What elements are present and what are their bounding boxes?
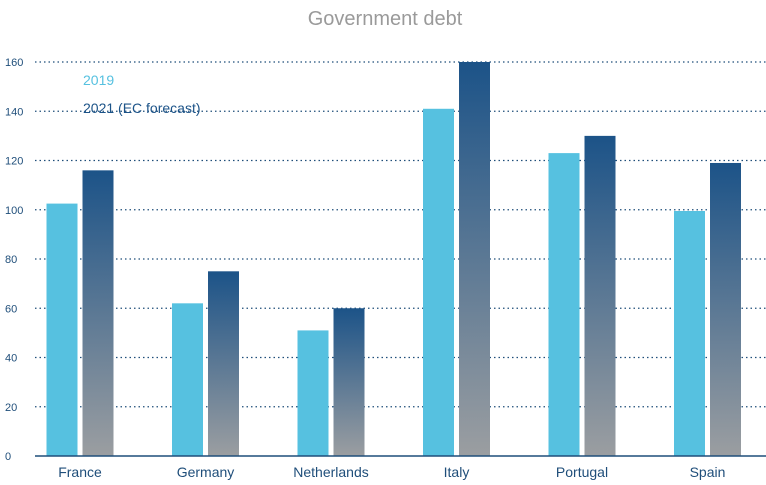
chart-title: Government debt [308, 8, 463, 30]
x-axis-labels: France Germany Netherlands Italy Portugal Spa… [58, 464, 725, 480]
bar-2021-germany [208, 271, 239, 456]
bars [46, 62, 741, 457]
grid-lines [35, 61, 766, 408]
bar-2021-netherlands [333, 308, 365, 456]
bar-2021-portugal [584, 135, 616, 456]
x-tick-label: Germany [177, 464, 235, 480]
y-tick-label: 20 [5, 402, 17, 414]
bar-2019-netherlands [297, 330, 329, 456]
y-tick-label: 60 [5, 303, 17, 315]
bar-2021-france [82, 170, 114, 456]
y-tick-label: 40 [5, 353, 17, 365]
x-tick-label: Spain [690, 464, 726, 480]
bar-2021-italy [459, 62, 490, 456]
x-tick-label: France [58, 464, 102, 480]
y-tick-label: 80 [5, 254, 17, 266]
y-axis-ticks: 0 20 40 60 80 100 120 140 160 [5, 57, 23, 463]
x-tick-label: Netherlands [293, 464, 369, 480]
y-tick-label: 100 [5, 205, 23, 217]
y-tick-label: 120 [5, 156, 23, 168]
legend: 2019 2021 (EC forecast) [83, 72, 201, 116]
x-tick-label: Italy [444, 464, 470, 480]
bar-2021-spain [710, 162, 741, 456]
bar-2019-portugal [548, 153, 580, 457]
y-tick-label: 0 [5, 451, 11, 463]
x-tick-label: Portugal [556, 464, 608, 480]
bar-2019-france [46, 203, 78, 456]
legend-item-2019: 2019 [83, 72, 114, 88]
y-tick-label: 140 [5, 106, 23, 118]
bar-2019-germany [172, 303, 203, 456]
bar-2019-italy [423, 108, 454, 456]
legend-item-2021-ec-forecast: 2021 (EC forecast) [83, 100, 201, 116]
y-tick-label: 160 [5, 57, 23, 69]
bar-2019-spain [674, 210, 705, 456]
